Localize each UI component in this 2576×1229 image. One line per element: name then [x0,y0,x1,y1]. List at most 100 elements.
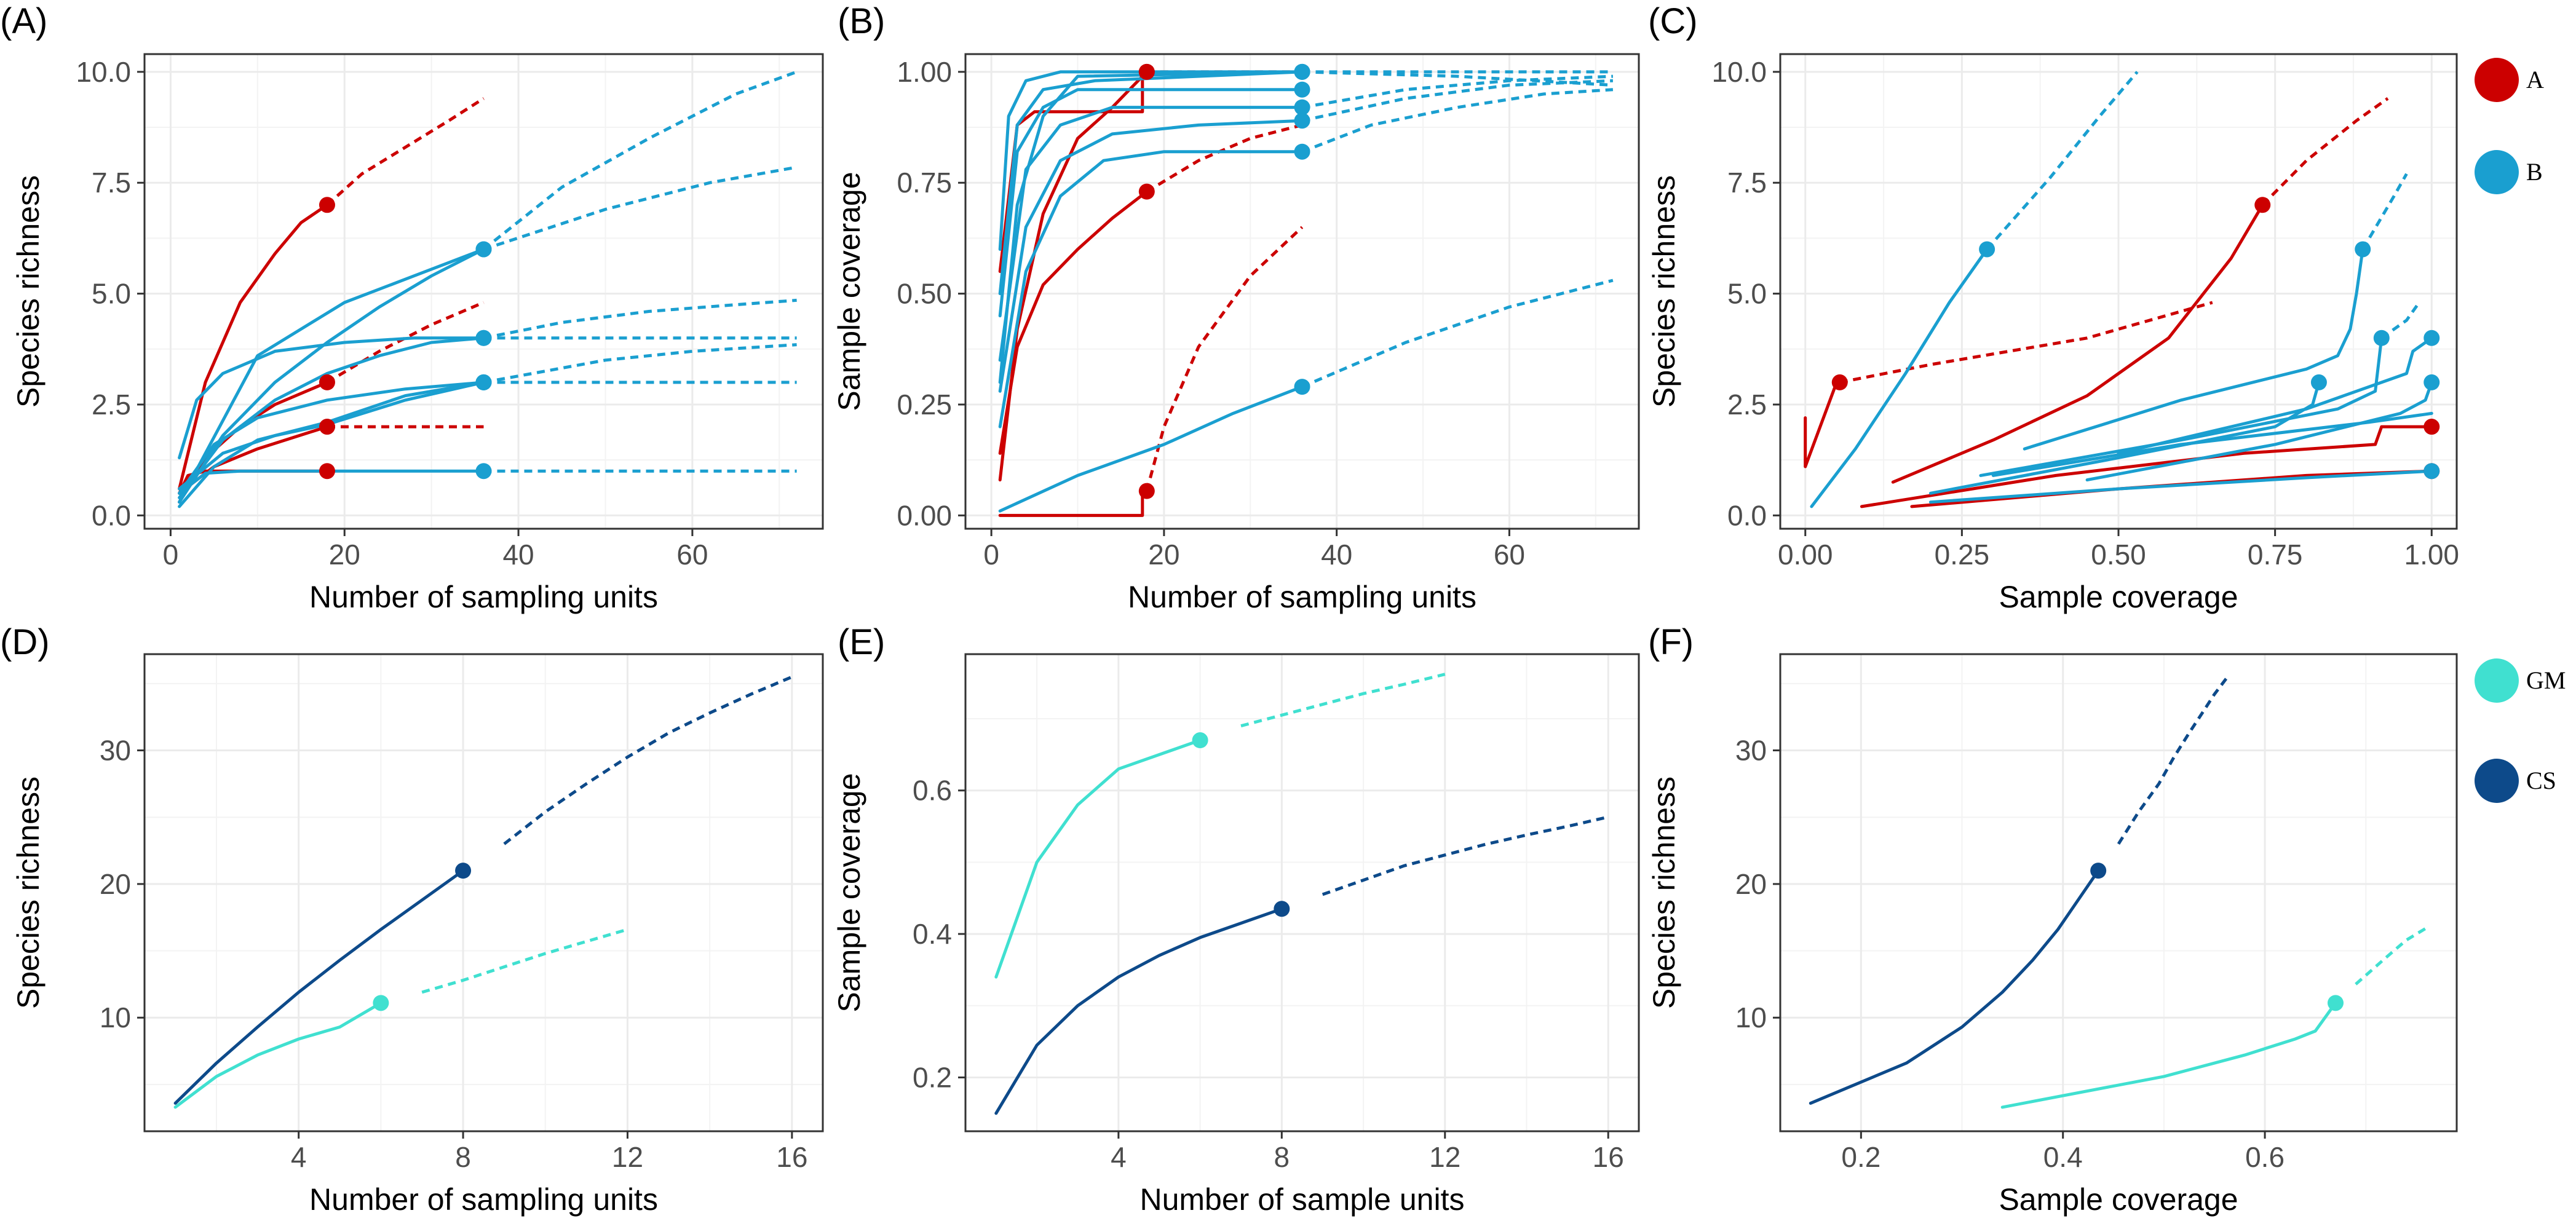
y-tick-label: 5.0 [1727,278,1767,310]
panel-label-f: (F) [1648,622,1694,662]
panel-label-c: (C) [1648,1,1698,41]
series-CS-extrapolated-line [503,675,793,845]
series-B-extrapolated-line [1301,88,1614,154]
series-B-observed-line [1928,469,2433,504]
plot-border [964,53,1640,530]
y-axis-title: Species richness [11,777,46,1009]
y-tick-label: 0.2 [913,1061,952,1093]
legend-cs-label: CS [2526,767,2556,794]
series-B-observed-point [1294,113,1310,129]
y-tick-label: 0.75 [897,167,952,199]
x-tick-label: 0 [983,539,999,571]
series-B-observed-point [1979,241,1995,258]
series-B-observed-point [475,463,492,480]
plot-background [965,654,1639,1131]
series-B-observed-line [998,70,1304,296]
series-B-observed-line [998,106,1304,362]
y-axis-title: Species richness [1647,777,1681,1009]
x-tick-label: 0 [163,539,179,571]
series-B-observed-line [178,248,485,504]
panel-label-e: (E) [838,622,885,662]
series-B-extrapolated-line [1302,70,1614,87]
y-tick-label: 30 [1735,735,1767,767]
x-axis-title: Sample coverage [1999,1182,2238,1217]
series-B-observed-line [998,150,1304,429]
x-axis-title: Number of sampling units [309,580,658,614]
series-GM-extrapolated-line [421,928,628,994]
series-GM-observed-point [373,995,389,1011]
chart-panel-2: 0 20 40 60 0.00 0.25 0.50 0.75 1.00 Number of sam… [832,53,1640,614]
x-tick-label: 40 [1321,539,1352,571]
series-B-observed-line [2085,381,2433,482]
series-CS-observed-point [455,863,472,879]
series-B-observed-line [1979,336,2384,477]
y-tick-label: 0.50 [897,278,952,310]
series-B-extrapolated-line [483,298,797,340]
series-B-observed-line [998,119,1304,393]
legend-cs-swatch [2475,759,2519,803]
y-tick-label: 0.25 [897,389,952,421]
x-tick-label: 4 [291,1141,307,1173]
x-tick-label: 12 [612,1141,643,1173]
y-tick-label: 30 [100,735,131,767]
x-tick-label: 8 [1274,1141,1290,1173]
series-B-observed-line [178,248,485,504]
x-tick-label: 0.00 [1778,539,1833,571]
series-B-observed-point [1294,63,1310,80]
plot-border [1779,653,2458,1132]
legend-top: A B [2475,58,2544,194]
series-CS-observed-line [1809,869,2100,1105]
series-A-extrapolated-line [326,301,485,384]
y-tick-label: 1.00 [897,56,952,88]
legend-bottom: GM CS [2475,658,2566,803]
y-tick-label: 7.5 [1727,167,1767,199]
x-tick-label: 16 [776,1141,807,1173]
series-B-observed-line [2023,248,2364,451]
legend-gm-label: GM [2526,666,2566,694]
series-B-observed-point [475,330,492,346]
series-CS-observed-line [994,907,1283,1115]
series-A-observed-line [178,203,329,491]
series-A-observed-point [2423,419,2440,435]
series-A-observed-point [1138,183,1155,200]
panel-label-d: (D) [0,622,50,662]
series-B-observed-line [178,381,485,491]
series-B-observed-line [178,336,485,460]
x-axis-title: Number of sample units [1139,1182,1464,1217]
y-tick-label: 0.0 [92,499,131,531]
series-A-observed-line [998,70,1149,482]
x-tick-label: 1.00 [2404,539,2459,571]
y-axis-title: Sample coverage [832,172,866,411]
chart-panel-6: 0.2 0.4 0.6 10 20 30 Sample coverage Species ri… [1647,653,2458,1217]
series-B-observed-point [475,241,492,258]
series-CS-extrapolated-line [1322,815,1609,896]
series-B-extrapolated-line [1301,279,1614,389]
series-A-observed-line [1891,203,2264,484]
panel-label-a: (A) [0,1,47,41]
series-A-extrapolated-line [1145,226,1304,492]
series-A-observed-point [1138,483,1155,499]
series-B-extrapolated-line [1302,74,1614,109]
series-B-observed-line [1810,248,1989,508]
series-B-observed-line [998,385,1304,513]
series-B-observed-point [2355,241,2371,258]
legend-b-label: B [2526,158,2543,186]
x-tick-label: 0.50 [2091,539,2146,571]
series-GM-observed-line [994,738,1202,979]
series-B-observed-line [178,381,485,495]
series-B-observed-line [1928,381,2321,495]
legend-b-swatch [2475,150,2519,194]
legend-a-swatch [2475,58,2519,102]
series-B-observed-line [1991,411,2433,477]
x-tick-label: 8 [455,1141,471,1173]
series-GM-observed-line [2000,1001,2337,1109]
y-tick-label: 5.0 [92,278,131,310]
chart-panel-4: 4 8 12 16 10 20 30 Number of sampling units Spec… [11,653,824,1217]
series-A-observed-point [319,374,335,390]
series-A-extrapolated-line [2261,97,2389,207]
y-tick-label: 0.0 [1727,499,1767,531]
x-axis-title: Sample coverage [1999,580,2238,614]
y-tick-label: 10 [1735,1002,1767,1033]
y-tick-label: 0.00 [897,499,952,531]
legend-gm-swatch [2475,658,2519,703]
